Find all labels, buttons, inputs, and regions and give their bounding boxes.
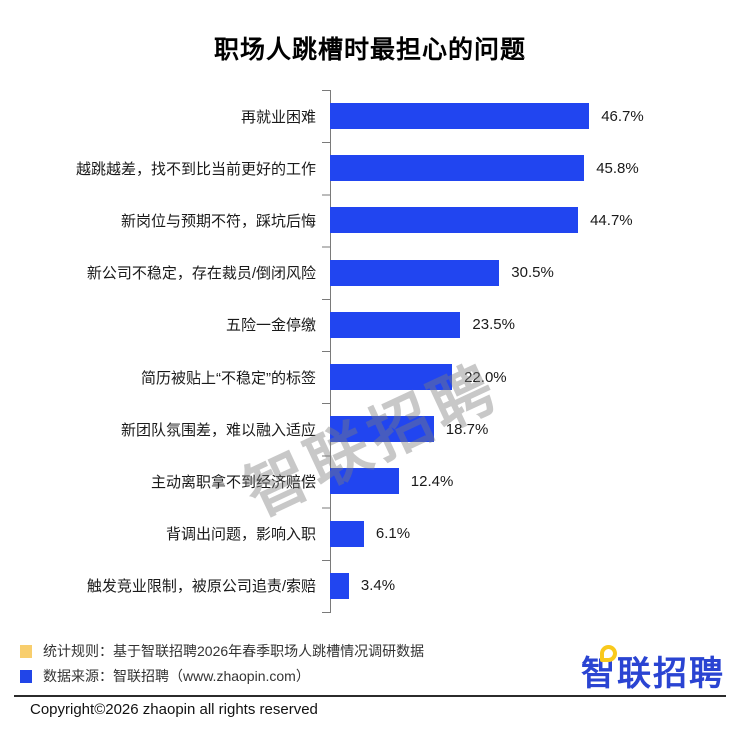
chart-row: 越跳越差，找不到比当前更好的工作 45.8% bbox=[0, 142, 740, 194]
value-label: 18.7% bbox=[445, 420, 489, 438]
axis-line bbox=[330, 90, 331, 613]
blue-square-bullet bbox=[20, 669, 32, 683]
category-label: 新岗位与预期不符，踩坑后悔 bbox=[120, 212, 316, 230]
value-label: 30.5% bbox=[511, 264, 554, 282]
chart-row: 五险一金停缴 23.5% bbox=[0, 299, 740, 351]
category-label: 越跳越差，找不到比当前更好的工作 bbox=[75, 160, 316, 178]
category-label: 五险一金停缴 bbox=[225, 317, 316, 335]
bar bbox=[330, 468, 399, 495]
value-label: 46.7% bbox=[601, 107, 644, 125]
value-label: 3.4% bbox=[360, 577, 396, 595]
category-label: 新团队氛围差，难以融入适应 bbox=[120, 421, 316, 439]
chart-row: 新公司不稳定，存在裁员/倒闭风险 30.5% bbox=[0, 247, 740, 299]
value-label: 44.7% bbox=[590, 211, 633, 229]
category-label: 再就业困难 bbox=[240, 108, 316, 126]
value-label: 23.5% bbox=[472, 316, 515, 334]
category-label: 新公司不稳定，存在裁员/倒闭风险 bbox=[86, 265, 316, 283]
bar bbox=[330, 311, 461, 338]
category-label: 触发竞业限制，被原公司追责/索赔 bbox=[86, 578, 316, 596]
chart-row: 新岗位与预期不符，踩坑后悔 44.7% bbox=[0, 194, 740, 246]
bar bbox=[330, 364, 453, 391]
bar bbox=[330, 259, 500, 286]
chart-rows: 再就业困难 46.7% 越跳越差，找不到比当前更好的工作 45.8% 新岗位与预… bbox=[0, 90, 740, 612]
yellow-square-bullet bbox=[20, 644, 32, 658]
bar bbox=[330, 520, 364, 547]
zhaopin-logo: 智联招聘 bbox=[581, 645, 725, 695]
bar bbox=[330, 207, 579, 234]
copyright-text: Copyright©2026 zhaopin all rights reserv… bbox=[30, 701, 318, 718]
category-label: 主动离职拿不到经济赔偿 bbox=[150, 473, 316, 491]
chart-row: 再就业困难 46.7% bbox=[0, 90, 740, 142]
chart-row: 新团队氛围差，难以融入适应 18.7% bbox=[0, 403, 740, 455]
chart-row: 背调出问题，影响入职 6.1% bbox=[0, 508, 740, 560]
bar bbox=[330, 572, 349, 599]
chart-row: 主动离职拿不到经济赔偿 12.4% bbox=[0, 455, 740, 507]
stat-rule-note: 统计规则：基于智联招聘2026年春季职场人跳槽情况调研数据 bbox=[43, 643, 425, 659]
bar bbox=[330, 103, 590, 130]
category-label: 背调出问题，影响入职 bbox=[165, 526, 316, 544]
footer-notes: 统计规则：基于智联招聘2026年春季职场人跳槽情况调研数据 数据来源：智联招聘（… bbox=[20, 640, 424, 687]
data-source-note: 数据来源：智联招聘（www.zhaopin.com） bbox=[43, 668, 310, 684]
chart-title: 职场人跳槽时最担心的问题 bbox=[213, 36, 526, 64]
category-label: 简历被贴上“不稳定”的标签 bbox=[141, 369, 316, 387]
value-label: 12.4% bbox=[410, 472, 454, 490]
bar bbox=[330, 155, 585, 182]
value-label: 22.0% bbox=[464, 368, 507, 386]
note-row: 统计规则：基于智联招聘2026年春季职场人跳槽情况调研数据 bbox=[20, 640, 424, 662]
note-row: 数据来源：智联招聘（www.zhaopin.com） bbox=[20, 665, 424, 687]
chart-row: 触发竞业限制，被原公司追责/索赔 3.4% bbox=[0, 560, 740, 612]
chart-row: 简历被贴上“不稳定”的标签 22.0% bbox=[0, 351, 740, 403]
axis-ticks bbox=[322, 90, 330, 613]
footer-divider bbox=[14, 695, 726, 697]
logo-accent-pin-icon bbox=[600, 645, 617, 662]
value-label: 45.8% bbox=[596, 159, 639, 177]
value-label: 6.1% bbox=[375, 525, 411, 543]
bar-chart: 再就业困难 46.7% 越跳越差，找不到比当前更好的工作 45.8% 新岗位与预… bbox=[0, 90, 740, 613]
bar bbox=[330, 416, 434, 443]
